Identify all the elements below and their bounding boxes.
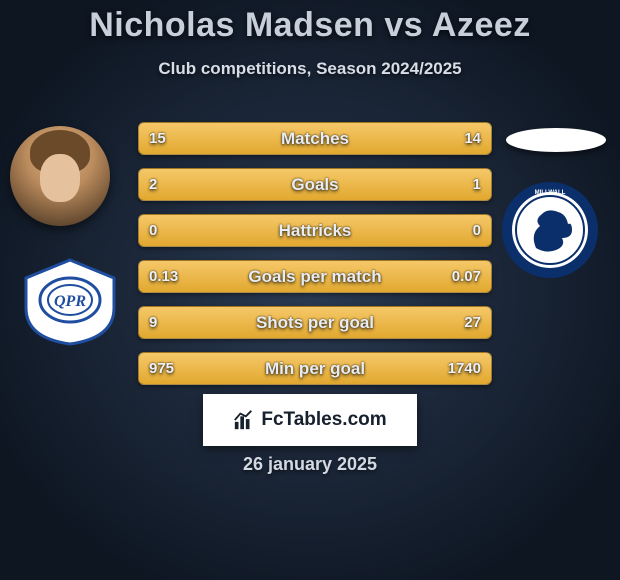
stat-left-value: 9: [149, 314, 157, 331]
stat-right-value: 0.07: [452, 268, 481, 285]
stat-row: 975 Min per goal 1740: [138, 352, 492, 385]
stat-left-value: 2: [149, 176, 157, 193]
club-crest-left: QPR: [20, 258, 120, 346]
bar-chart-icon: [233, 409, 255, 431]
stat-label: Goals per match: [139, 267, 491, 287]
stat-right-value: 1: [473, 176, 481, 193]
stat-row: 9 Shots per goal 27: [138, 306, 492, 339]
stat-row: 0.13 Goals per match 0.07: [138, 260, 492, 293]
stat-right-value: 27: [464, 314, 481, 331]
stat-row: 15 Matches 14: [138, 122, 492, 155]
stat-label: Min per goal: [139, 359, 491, 379]
stat-label: Hattricks: [139, 221, 491, 241]
svg-text:QPR: QPR: [54, 293, 86, 310]
stat-label: Goals: [139, 175, 491, 195]
svg-text:MILLWALL: MILLWALL: [535, 190, 566, 196]
stat-label: Matches: [139, 129, 491, 149]
attribution-text: FcTables.com: [261, 409, 386, 431]
stat-right-value: 0: [473, 222, 481, 239]
subtitle: Club competitions, Season 2024/2025: [0, 59, 620, 79]
stat-row: 0 Hattricks 0: [138, 214, 492, 247]
stat-left-value: 0: [149, 222, 157, 239]
stats-bars: 15 Matches 14 2 Goals 1 0 Hattricks 0 0.…: [138, 122, 492, 398]
comparison-card: { "title": "Nicholas Madsen vs Azeez", "…: [0, 0, 620, 580]
club-crest-right: MILLWALL: [500, 180, 600, 280]
stat-left-value: 975: [149, 360, 174, 377]
flag-right: [506, 128, 606, 152]
stat-left-value: 15: [149, 130, 166, 147]
player-photo-left: [10, 126, 110, 226]
stat-label: Shots per goal: [139, 313, 491, 333]
attribution-badge: FcTables.com: [203, 394, 417, 446]
stat-right-value: 1740: [448, 360, 481, 377]
stat-row: 2 Goals 1: [138, 168, 492, 201]
date-text: 26 january 2025: [0, 454, 620, 475]
stat-right-value: 14: [464, 130, 481, 147]
page-title: Nicholas Madsen vs Azeez: [0, 0, 620, 45]
stat-left-value: 0.13: [149, 268, 178, 285]
